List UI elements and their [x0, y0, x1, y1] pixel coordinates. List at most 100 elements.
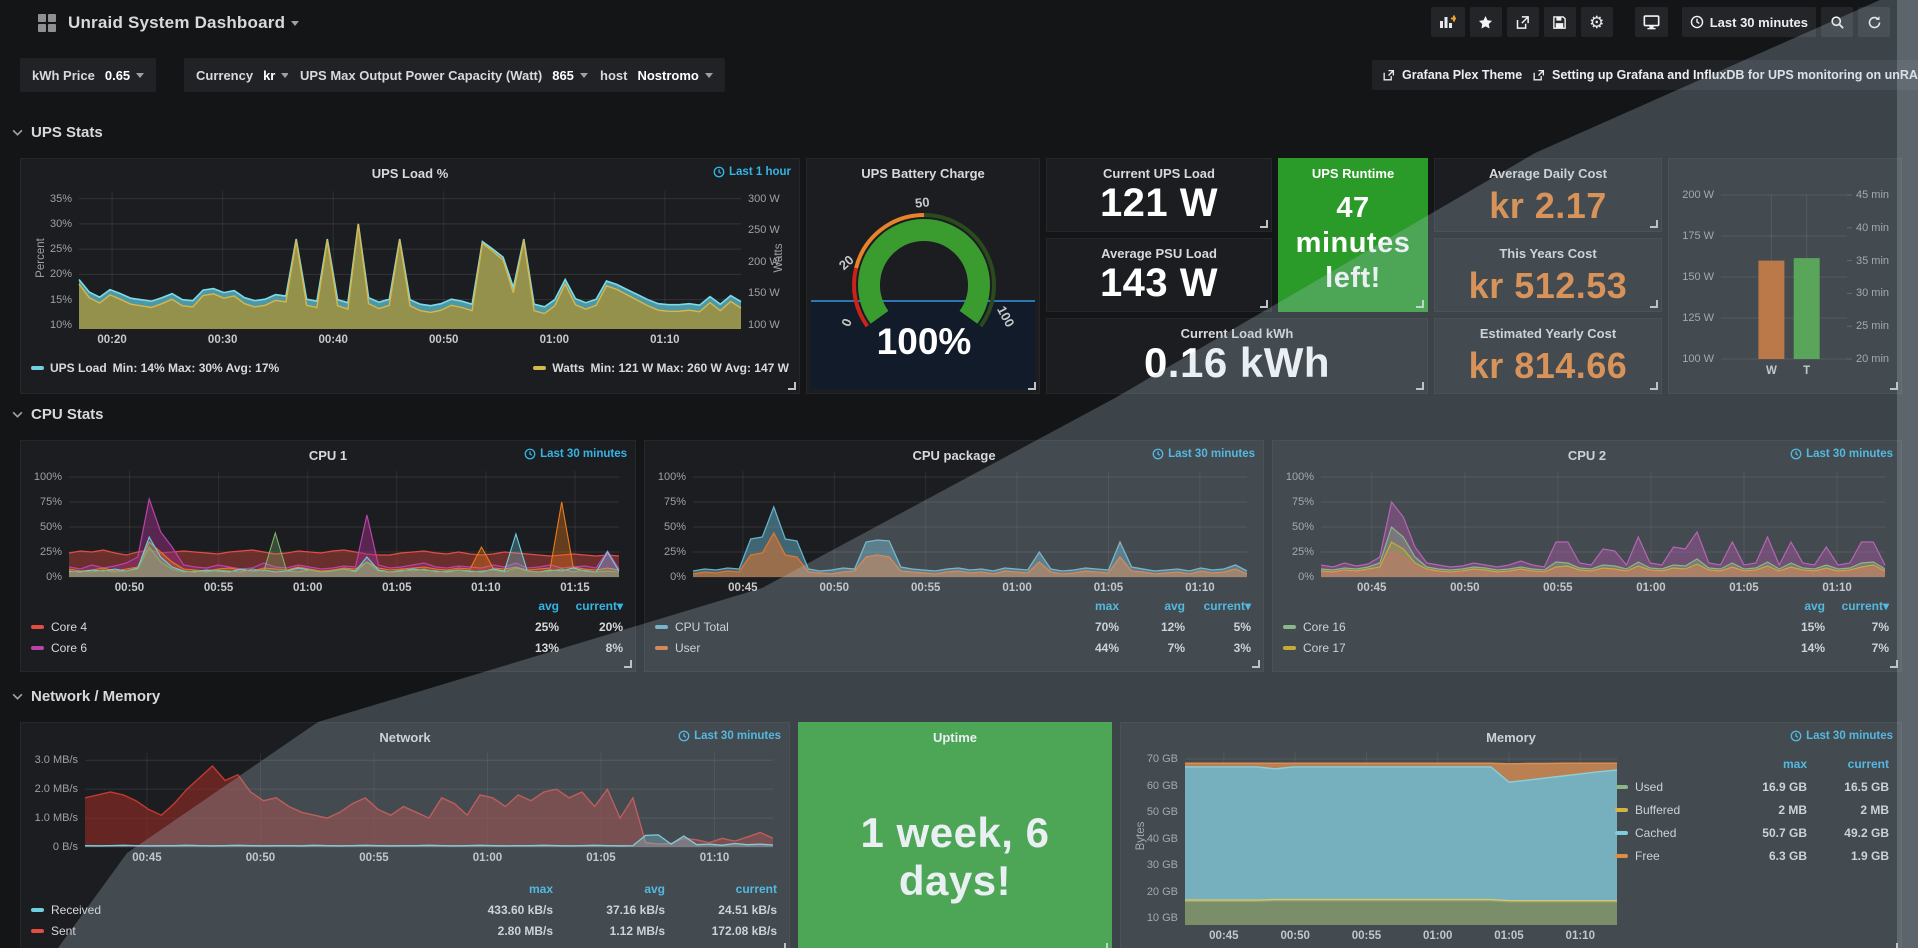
legend-sort-header[interactable]: avg — [1164, 599, 1185, 613]
legend-row-user: User 44% 7% 3% — [655, 641, 1251, 655]
panel-title[interactable]: CPU package — [912, 448, 996, 463]
legend-series-name[interactable]: User — [655, 641, 700, 655]
panel-time-range[interactable]: Last 30 minutes — [678, 730, 781, 742]
link-ups-monitoring-guide[interactable]: Setting up Grafana and InfluxDB for UPS … — [1522, 60, 1918, 90]
legend-series-name[interactable]: Sent — [31, 924, 76, 938]
x-axis-tick: 00:40 — [318, 334, 348, 346]
y-axis-right-title: Watts — [773, 243, 785, 273]
panel-title[interactable]: UPS Runtime — [1311, 166, 1395, 181]
memory-chart[interactable]: 70 GB 60 GB 50 GB 40 GB 30 GB 20 GB 10 GB 00:45… — [1127, 745, 1623, 945]
legend-sort-header[interactable]: current — [735, 882, 777, 896]
legend-row-used: Used 16.9 GB 16.5 GB — [1615, 780, 1889, 794]
legend-series-name[interactable]: Free — [1615, 849, 1660, 863]
y-axis-tick: 40 GB — [1146, 832, 1178, 845]
panel-title[interactable]: Estimated Yearly Cost — [1479, 326, 1617, 341]
y-axis-tick: 20% — [49, 268, 72, 281]
legend-sort-header[interactable]: avg — [538, 599, 559, 613]
panel-time-range[interactable]: Last 30 minutes — [1790, 448, 1893, 460]
legend-series-name[interactable]: Core 4 — [31, 620, 87, 634]
search-icon — [1830, 15, 1844, 29]
x-axis-tick: 01:10 — [1822, 582, 1852, 594]
legend-value: 20% — [598, 620, 623, 634]
legend-sort-header[interactable]: current▾ — [1203, 599, 1251, 613]
legend-item[interactable]: Watts Min: 121 W Max: 260 W Avg: 147 W — [533, 361, 789, 375]
legend-item[interactable]: UPS Load Min: 14% Max: 30% Avg: 17% — [31, 361, 279, 375]
ups-bar-chart[interactable]: 200 W 175 W 150 W 125 W 100 W 45 min 40 min 35 … — [1673, 187, 1899, 387]
var-host-value[interactable]: Nostromo — [637, 68, 713, 83]
panel-title[interactable]: Average Daily Cost — [1488, 166, 1607, 181]
legend-series-name[interactable]: Used — [1615, 780, 1663, 794]
panel-title[interactable]: Memory — [1486, 730, 1536, 745]
legend-sort-header[interactable]: max — [1782, 757, 1807, 771]
panel-title[interactable]: Uptime — [932, 730, 978, 745]
clock-icon — [1690, 15, 1703, 29]
y-axis-tick: 10 GB — [1146, 912, 1178, 925]
y-axis-tick: 25% — [39, 546, 62, 558]
legend-sort-header[interactable]: current▾ — [1841, 599, 1889, 613]
legend-series-name[interactable]: Received — [31, 903, 101, 917]
link-grafana-plex-theme[interactable]: Grafana Plex Theme — [1372, 60, 1533, 90]
star-button[interactable] — [1469, 7, 1502, 37]
tv-mode-button[interactable] — [1634, 7, 1668, 37]
legend-row-buffered: Buffered 2 MB 2 MB — [1615, 803, 1889, 817]
time-range-picker[interactable]: Last 30 minutes — [1681, 7, 1816, 37]
panel-time-range[interactable]: Last 30 minutes — [1790, 730, 1893, 742]
battery-gauge[interactable]: 0 20 50 100 100% — [819, 193, 1029, 362]
var-ups-capacity-value[interactable]: 865 — [552, 68, 588, 83]
panel-uptime: Uptime 1 week, 6 days! — [798, 722, 1112, 948]
section-ups-stats[interactable]: UPS Stats — [12, 124, 103, 141]
panel-time-range[interactable]: Last 1 hour — [713, 166, 791, 178]
legend-sort-header[interactable]: avg — [1804, 599, 1825, 613]
legend-sort-header[interactable]: max — [528, 882, 553, 896]
cpu-package-chart[interactable]: 100% 75% 50% 25% 0% 00:45 00:50 00:55 01:00 01:05… — [651, 465, 1257, 597]
legend-sort-header[interactable]: current — [1847, 757, 1889, 771]
refresh-button[interactable] — [1858, 7, 1890, 37]
var-kwh-price-value[interactable]: 0.65 — [105, 68, 145, 83]
x-axis-tick: 01:00 — [292, 582, 323, 594]
cpu1-chart[interactable]: 100% 75% 50% 25% 0% 00:50 00:55 01:00 01:05 01:10… — [27, 465, 629, 597]
legend-series-name[interactable]: Core 16 — [1283, 620, 1346, 634]
legend-series-name[interactable]: Buffered — [1615, 803, 1680, 817]
zoom-out-button[interactable] — [1821, 7, 1853, 37]
bar-right-tick: 40 min — [1856, 221, 1890, 234]
legend-row-cpu-total: CPU Total 70% 12% 5% — [655, 620, 1251, 634]
y-axis-right-tick: 250 W — [748, 224, 780, 237]
x-axis-tick: 01:10 — [699, 852, 730, 864]
legend-sort-header[interactable]: max — [1094, 599, 1119, 613]
panel-title[interactable]: Current UPS Load — [1103, 166, 1215, 181]
legend-series-name[interactable]: CPU Total — [655, 620, 729, 634]
panel-title[interactable]: Average PSU Load — [1101, 246, 1217, 261]
network-chart[interactable]: 3.0 MB/s 2.0 MB/s 1.0 MB/s 0 B/s 00:45 00:50 0… — [27, 747, 783, 865]
panel-time-range[interactable]: Last 30 minutes — [1152, 448, 1255, 460]
share-button[interactable] — [1506, 7, 1539, 37]
cpu2-chart[interactable]: 100% 75% 50% 25% 0% 00:45 00:50 00:55 01:00 01:05… — [1279, 465, 1895, 597]
save-button[interactable] — [1543, 7, 1576, 37]
bar-left-tick: 200 W — [1682, 189, 1714, 201]
var-currency-value[interactable]: kr — [263, 68, 290, 83]
section-cpu-stats[interactable]: CPU Stats — [12, 406, 104, 423]
legend-swatch-icon — [1615, 831, 1628, 835]
panel-title[interactable]: UPS Battery Charge — [861, 166, 985, 181]
panel-title[interactable]: This Years Cost — [1499, 246, 1597, 261]
dashboard-title[interactable]: Unraid System Dashboard — [68, 13, 300, 33]
panel-title[interactable]: Current Load kWh — [1180, 326, 1294, 341]
panel-title[interactable]: CPU 1 — [308, 448, 348, 463]
legend-series-name[interactable]: Core 6 — [31, 641, 87, 655]
panel-time-range[interactable]: Last 30 minutes — [524, 448, 627, 460]
panel-title[interactable]: Network — [379, 730, 431, 745]
legend-sort-header[interactable]: avg — [644, 882, 665, 896]
legend-sort-header[interactable]: current▾ — [575, 599, 623, 613]
section-network-memory[interactable]: Network / Memory — [12, 688, 160, 705]
stat-value: 121 W — [1099, 181, 1219, 225]
legend-series-name[interactable]: Cached — [1615, 826, 1676, 840]
add-panel-button[interactable] — [1430, 7, 1465, 37]
settings-button[interactable]: ⚙ — [1580, 7, 1613, 37]
dashboards-grid-icon[interactable] — [38, 14, 56, 32]
chevron-down-icon — [281, 72, 290, 78]
panel-title[interactable]: UPS Load % — [371, 166, 449, 181]
legend-series-name[interactable]: Core 17 — [1283, 641, 1346, 655]
panel-title[interactable]: CPU 2 — [1567, 448, 1607, 463]
ups-load-chart[interactable]: 35% 30% 25% 20% 15% 10% 300 W 250 W 200 W 150 W 10… — [27, 185, 793, 351]
legend-row-sent: Sent 2.80 MB/s 1.12 MB/s 172.08 kB/s — [31, 924, 777, 938]
x-axis-tick: 01:00 — [1636, 582, 1666, 594]
